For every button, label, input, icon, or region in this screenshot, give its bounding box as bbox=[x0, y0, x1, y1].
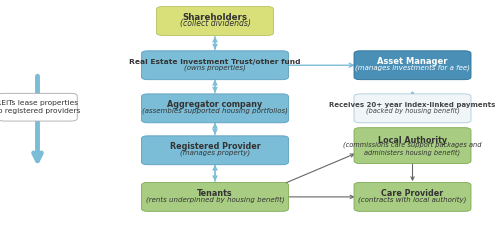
Text: Asset Manager: Asset Manager bbox=[378, 57, 448, 66]
Text: Shareholders: Shareholders bbox=[182, 13, 248, 22]
FancyBboxPatch shape bbox=[156, 7, 274, 35]
FancyBboxPatch shape bbox=[354, 128, 471, 164]
Text: Receives 20+ year index-linked payments: Receives 20+ year index-linked payments bbox=[330, 102, 496, 108]
FancyBboxPatch shape bbox=[142, 51, 288, 80]
Text: REITs lease properties
to registered providers: REITs lease properties to registered pro… bbox=[0, 100, 80, 114]
Text: (contracts with local authority): (contracts with local authority) bbox=[358, 196, 467, 203]
Text: Real Estate Investment Trust/other fund: Real Estate Investment Trust/other fund bbox=[129, 59, 301, 65]
FancyBboxPatch shape bbox=[0, 93, 77, 121]
Text: Aggregator company: Aggregator company bbox=[168, 100, 262, 109]
FancyBboxPatch shape bbox=[354, 182, 471, 211]
Text: Registered Provider: Registered Provider bbox=[170, 142, 260, 151]
FancyBboxPatch shape bbox=[354, 51, 471, 80]
FancyBboxPatch shape bbox=[142, 94, 288, 123]
FancyBboxPatch shape bbox=[142, 136, 288, 165]
Text: (rents underpinned by housing benefit): (rents underpinned by housing benefit) bbox=[146, 196, 284, 203]
Text: (owns properties): (owns properties) bbox=[184, 65, 246, 71]
FancyBboxPatch shape bbox=[142, 182, 288, 211]
FancyBboxPatch shape bbox=[354, 94, 471, 123]
Text: Local Authority: Local Authority bbox=[378, 136, 447, 145]
Text: (backed by housing benefit): (backed by housing benefit) bbox=[366, 108, 460, 114]
Text: (manages investments for a fee): (manages investments for a fee) bbox=[355, 65, 470, 71]
Text: Care Provider: Care Provider bbox=[382, 189, 444, 198]
Text: (assembles supported housing portfolios): (assembles supported housing portfolios) bbox=[142, 108, 288, 114]
Text: (collect dividends): (collect dividends) bbox=[180, 19, 250, 28]
Text: Tenants: Tenants bbox=[197, 189, 233, 198]
Text: (manages property): (manages property) bbox=[180, 150, 250, 156]
Text: (commissions care support packages and
administers housing benefit): (commissions care support packages and a… bbox=[343, 141, 482, 156]
